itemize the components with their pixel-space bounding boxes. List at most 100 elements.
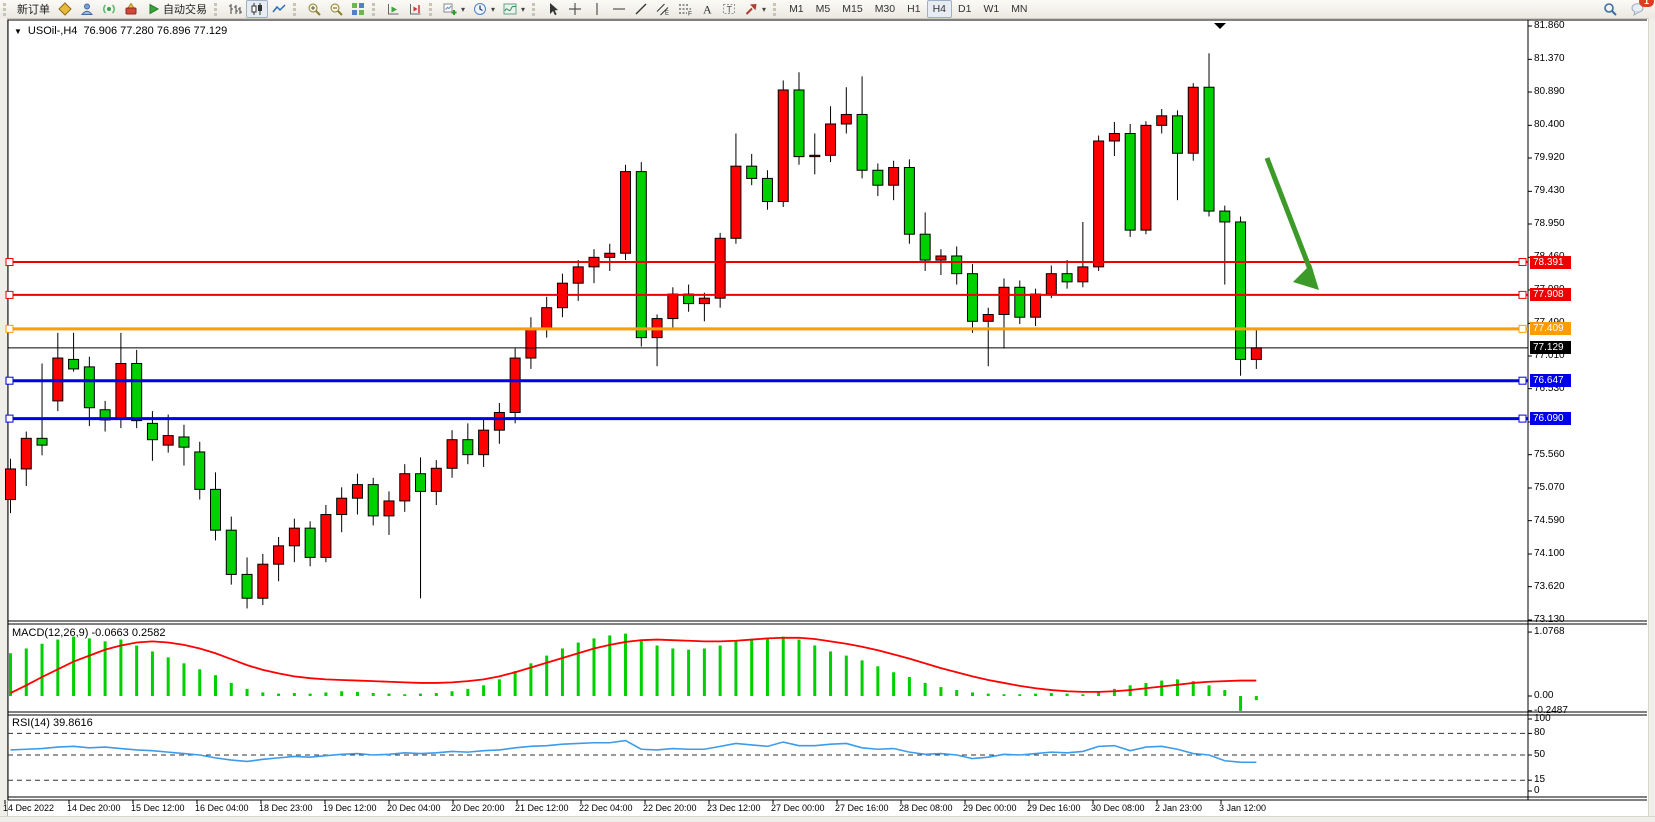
arrows-button[interactable]: ▾	[740, 0, 770, 18]
equidistant-channel-button[interactable]: E	[652, 0, 674, 18]
line-anchor[interactable]	[5, 258, 14, 267]
trendline-button[interactable]	[630, 0, 652, 18]
chart-shift-marker[interactable]	[1214, 23, 1226, 29]
symbols-button[interactable]	[54, 0, 76, 18]
timeframe-h1-button[interactable]: H1	[901, 0, 926, 18]
candle	[966, 264, 978, 333]
toolbar-grip[interactable]	[372, 2, 378, 16]
search-icon	[1604, 3, 1617, 16]
bar-chart-button[interactable]	[224, 0, 246, 18]
timeframe-h4-button-label: H4	[932, 3, 946, 15]
navigator-icon	[80, 3, 94, 15]
toolbar-grip[interactable]	[773, 2, 779, 16]
timeframe-d1-button[interactable]: D1	[952, 0, 977, 18]
time-tick-label: 3 Jan 12:00	[1219, 803, 1267, 813]
dropdown-caret-icon[interactable]: ▾	[762, 4, 767, 14]
candle	[210, 472, 222, 541]
time-axis-ticks[interactable]	[4, 800, 1222, 804]
line-anchor[interactable]	[1518, 414, 1527, 423]
tile-windows-button[interactable]	[347, 0, 369, 18]
toolbar: 新订单 自动交易 ▾ ▾ ▾ E F A T ▾ M1 M5 M15 M30 H1 H4 D1 W1 MN 1	[0, 0, 1655, 19]
candle	[777, 80, 789, 207]
toolbar-grip[interactable]	[3, 2, 9, 16]
horizontal-lines[interactable]	[5, 258, 1528, 423]
price-level-tag: 77.409	[1530, 322, 1571, 336]
period-button[interactable]: ▾	[469, 0, 499, 18]
text-label-button[interactable]: T	[718, 0, 740, 18]
rsi-value: 39.8616	[52, 717, 93, 729]
trendline-icon	[635, 3, 647, 15]
chart-expand-icon[interactable]: ▼	[14, 26, 22, 36]
price-tick-label: 73.130	[1534, 614, 1565, 625]
navigator-button[interactable]	[76, 0, 98, 18]
dropdown-caret-icon[interactable]: ▾	[461, 4, 466, 14]
timeframe-m5-button[interactable]: M5	[810, 0, 837, 18]
tile-icon	[352, 3, 364, 15]
crosshair-button[interactable]	[564, 0, 586, 18]
new-order-button[interactable]: 新订单	[13, 0, 54, 18]
zoom-out-button[interactable]	[325, 0, 347, 18]
auto-scroll-button[interactable]	[382, 0, 404, 18]
rsi-pane-label: RSI(14) 39.8616	[12, 717, 93, 729]
price-level-tag: 78.391	[1530, 255, 1571, 269]
line-anchor[interactable]	[5, 324, 14, 333]
new-chart-button[interactable]: ▾	[439, 0, 469, 18]
toolbar-grip[interactable]	[429, 2, 435, 16]
chart-shift-button[interactable]	[404, 0, 426, 18]
line-anchor[interactable]	[1518, 258, 1527, 267]
toolbar-grip[interactable]	[293, 2, 299, 16]
svg-text:A: A	[703, 3, 712, 17]
dropdown-caret-icon[interactable]: ▾	[521, 4, 526, 14]
line-anchor[interactable]	[5, 376, 14, 385]
candle	[809, 133, 821, 175]
strategy-tester-button[interactable]	[120, 0, 142, 18]
rsi-title: RSI(14)	[12, 717, 50, 729]
text-button[interactable]: A	[696, 0, 718, 18]
line-chart-icon	[272, 4, 286, 13]
timeframe-h4-button[interactable]: H4	[926, 0, 952, 18]
notifications-button[interactable]: 1	[1627, 0, 1654, 18]
label-icon: T	[723, 4, 736, 15]
fibonacci-button[interactable]: F	[674, 0, 696, 18]
line-anchor[interactable]	[5, 414, 14, 423]
line-chart-button[interactable]	[268, 0, 290, 18]
indicators-button[interactable]: ▾	[499, 0, 529, 18]
price-tick-label: 77.010	[1534, 350, 1565, 361]
horizontal-line-button[interactable]	[608, 0, 630, 18]
timeframe-m30-button[interactable]: M30	[869, 0, 901, 18]
timeframe-w1-button-label: W1	[983, 3, 1000, 15]
rsi-tick-label: 80	[1534, 727, 1546, 739]
candle	[351, 473, 363, 515]
timeframe-mn-button[interactable]: MN	[1005, 0, 1033, 18]
price-tick-label: 80.890	[1534, 86, 1565, 97]
dropdown-caret-icon[interactable]: ▾	[491, 4, 496, 14]
fibo-icon: F	[679, 4, 692, 16]
line-anchor[interactable]	[1518, 324, 1527, 333]
rsi-tick-label: 15	[1534, 774, 1546, 786]
signals-button[interactable]	[98, 0, 120, 18]
price-axis-ticks[interactable]	[1528, 25, 1532, 792]
timeframe-w1-button[interactable]: W1	[977, 0, 1005, 18]
arrow-annotation[interactable]	[1264, 157, 1319, 290]
autotrade-button[interactable]: 自动交易	[142, 0, 211, 18]
line-anchor[interactable]	[5, 290, 14, 299]
line-anchor[interactable]	[1518, 376, 1527, 385]
timeframe-m15-button[interactable]: M15	[836, 0, 868, 18]
indicators-icon	[503, 3, 517, 15]
candlestick-button[interactable]	[246, 0, 268, 18]
candle	[730, 133, 742, 244]
macd-histogram	[9, 633, 1258, 711]
toolbar-grip[interactable]	[214, 2, 220, 16]
search-button[interactable]	[1599, 0, 1621, 18]
candle	[635, 162, 647, 347]
shift-icon	[410, 4, 421, 15]
toolbar-grip[interactable]	[532, 2, 538, 16]
candle	[304, 521, 316, 567]
cursor-button[interactable]	[542, 0, 564, 18]
timeframe-m1-button[interactable]: M1	[783, 0, 810, 18]
zoom-in-button[interactable]	[303, 0, 325, 18]
line-anchor[interactable]	[1518, 290, 1527, 299]
vertical-line-button[interactable]	[586, 0, 608, 18]
price-tick-label: 78.950	[1534, 218, 1565, 229]
